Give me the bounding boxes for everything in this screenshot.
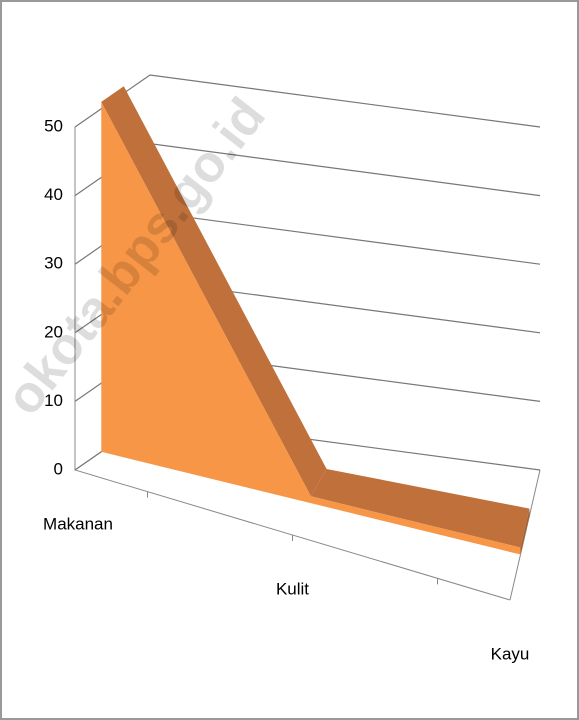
area-top — [310, 469, 530, 548]
y-tick-label: 50 — [44, 116, 63, 135]
area — [101, 101, 521, 555]
x-tick-label: Kulit — [276, 579, 309, 598]
x-tick-label: Makanan — [43, 514, 113, 533]
area-end — [520, 508, 530, 555]
y-tick-label: 40 — [44, 185, 63, 204]
area-top — [101, 86, 327, 497]
y-tick-label: 0 — [54, 459, 63, 478]
x-tick-label: Kayu — [491, 644, 530, 663]
y-tick-label: 30 — [44, 254, 63, 273]
grid-line — [74, 74, 541, 128]
marks — [101, 86, 530, 555]
y-tick-label: 10 — [44, 391, 63, 410]
y-tick-label: 20 — [44, 322, 63, 341]
